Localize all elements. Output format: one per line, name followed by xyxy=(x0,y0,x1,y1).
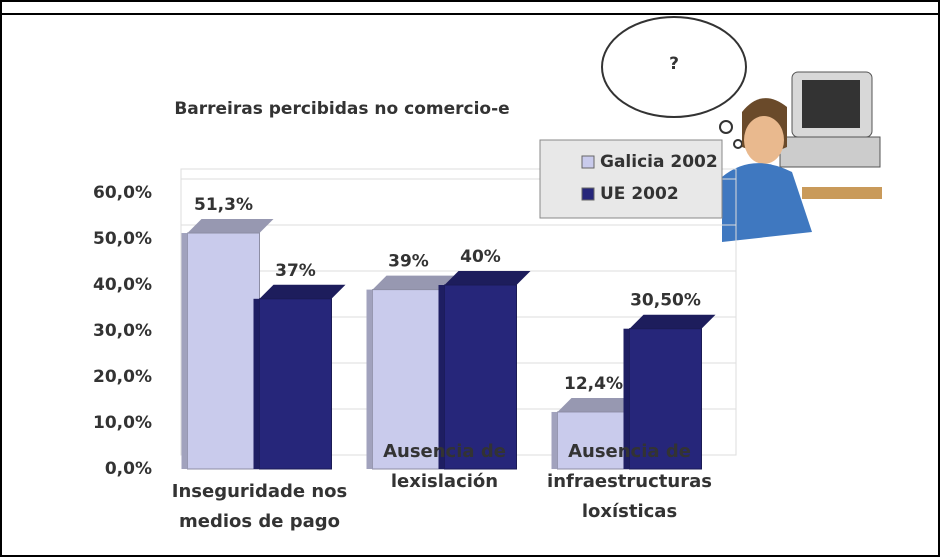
x-tick-label: Ausencia de infraestructuras loxísticas xyxy=(540,437,720,527)
value-label: 30,50% xyxy=(630,291,701,311)
y-tick-label: 60,0% xyxy=(93,183,152,203)
value-label: 39% xyxy=(388,252,429,272)
question-mark: ? xyxy=(669,54,679,74)
bar-edge xyxy=(254,299,260,469)
bar-edge xyxy=(182,233,188,469)
x-tick-label: Inseguridade nos medios de pago xyxy=(170,477,350,537)
y-tick-label: 40,0% xyxy=(93,275,152,295)
legend-swatch xyxy=(582,156,594,168)
bubble-dot xyxy=(720,121,732,133)
value-label: 12,4% xyxy=(564,374,623,394)
legend-label: UE 2002 xyxy=(600,184,679,204)
legend-label: Galicia 2002 xyxy=(600,152,718,172)
bar xyxy=(254,285,346,469)
y-tick-label: 0,0% xyxy=(105,459,152,479)
x-tick-label: Ausencia de lexislación xyxy=(355,437,535,497)
value-label: 51,3% xyxy=(194,195,253,215)
bar-top xyxy=(445,271,531,285)
bubble-dot xyxy=(734,140,742,148)
person-illustration xyxy=(722,72,882,242)
bar-face xyxy=(188,233,260,469)
y-tick-label: 30,0% xyxy=(93,321,152,341)
bar-face xyxy=(260,299,332,469)
legend-swatch xyxy=(582,188,594,200)
y-tick-label: 10,0% xyxy=(93,413,152,433)
y-tick-label: 50,0% xyxy=(93,229,152,249)
bar-top xyxy=(260,285,346,299)
value-label: 40% xyxy=(460,247,501,267)
chart-title: Barreiras percibidas no comercio-e xyxy=(174,99,509,119)
page: Barreiras percibidas no comercio-e ? 0,0… xyxy=(0,0,940,557)
bar-top xyxy=(630,315,716,329)
y-tick-label: 20,0% xyxy=(93,367,152,387)
value-label: 37% xyxy=(275,261,316,281)
bar-top xyxy=(188,219,274,233)
legend: Galicia 2002 UE 2002 xyxy=(540,140,722,218)
